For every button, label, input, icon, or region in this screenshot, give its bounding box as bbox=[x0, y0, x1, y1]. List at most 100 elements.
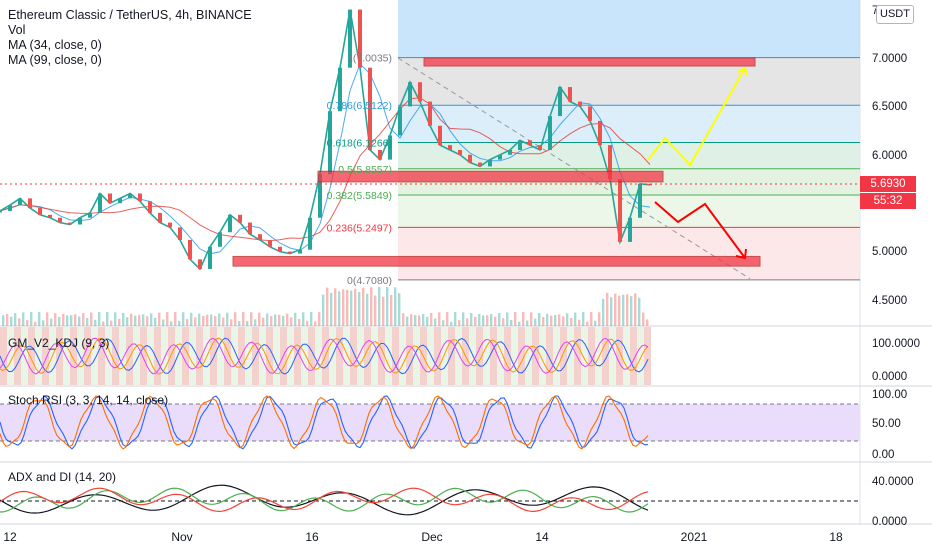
volume-bar bbox=[262, 317, 265, 326]
candle-body bbox=[348, 9, 352, 68]
kdj-band bbox=[434, 327, 441, 385]
volume-bar bbox=[554, 314, 557, 326]
adx-pane-label[interactable]: ADX and DI (14, 20) bbox=[8, 470, 117, 484]
ma34-label[interactable]: MA (34, close, 0) bbox=[8, 38, 102, 52]
ma99-label[interactable]: MA (99, close, 0) bbox=[8, 53, 102, 67]
symbol-title[interactable]: Ethereum Classic / TetherUS, 4h, BINANCE bbox=[8, 8, 252, 22]
volume-bar bbox=[622, 294, 625, 326]
volume-bar bbox=[598, 312, 601, 326]
fib-labels: 1(7.0035) 0.786(6.5122) 0.618(6.1266) 0.5(5… bbox=[327, 53, 392, 287]
candle-body bbox=[208, 246, 212, 270]
candle-body bbox=[198, 259, 202, 270]
currency-button[interactable]: USDT bbox=[876, 5, 914, 24]
candle-body bbox=[568, 87, 572, 102]
volume-bar bbox=[510, 319, 513, 326]
volume-bar bbox=[206, 314, 209, 326]
kdj-band bbox=[476, 327, 483, 385]
chart-legend: Ethereum Classic / TetherUS, 4h, BINANCE… bbox=[8, 8, 252, 68]
volume-bar bbox=[182, 312, 185, 326]
kdj-band bbox=[630, 327, 637, 385]
volume-bar bbox=[558, 314, 561, 326]
volume-bar bbox=[170, 321, 173, 326]
kdj-band bbox=[490, 327, 497, 385]
volume-bar bbox=[358, 292, 361, 326]
candle-body bbox=[518, 140, 522, 150]
kdj-band bbox=[560, 327, 567, 385]
candle-body bbox=[428, 101, 432, 126]
ma-line bbox=[0, 97, 651, 242]
volume-bar bbox=[390, 294, 393, 326]
candle-body bbox=[268, 239, 272, 247]
kdj-band bbox=[70, 327, 77, 385]
vol-label[interactable]: Vol bbox=[8, 23, 26, 37]
yellow-projection-arrow bbox=[647, 67, 746, 167]
price-tick-label: 5.0000 bbox=[872, 246, 907, 258]
volume-bar bbox=[410, 314, 413, 326]
volume-bar bbox=[270, 316, 273, 326]
candle-body bbox=[158, 212, 162, 223]
volume-bar bbox=[602, 298, 605, 326]
volume-bars bbox=[2, 287, 649, 326]
volume-bar bbox=[638, 297, 641, 326]
volume-bar bbox=[418, 315, 421, 326]
kdj-band bbox=[602, 327, 609, 385]
volume-bar bbox=[94, 319, 97, 326]
volume-bar bbox=[74, 314, 77, 326]
volume-bar bbox=[282, 315, 285, 326]
volume-bar bbox=[586, 321, 589, 326]
time-axis: 12 Nov 16 Dec 14 2021 18 bbox=[3, 530, 843, 544]
volume-bar bbox=[162, 319, 165, 326]
kdj-band bbox=[532, 327, 539, 385]
volume-bar bbox=[626, 294, 629, 326]
fib-band bbox=[398, 105, 860, 143]
stoch-line bbox=[0, 395, 649, 450]
volume-bar bbox=[34, 321, 37, 326]
fib-trend-line bbox=[397, 57, 751, 280]
volume-bar bbox=[30, 312, 33, 326]
candle-body bbox=[68, 222, 72, 225]
volume-bar bbox=[286, 313, 289, 326]
volume-bar bbox=[442, 320, 445, 326]
candle-body bbox=[108, 193, 112, 204]
volume-bar bbox=[466, 318, 469, 326]
candle-body bbox=[308, 217, 312, 250]
volume-bar bbox=[98, 312, 101, 326]
volume-bar bbox=[178, 320, 181, 326]
candle-body bbox=[28, 198, 32, 209]
volume-bar bbox=[274, 314, 277, 326]
volume-bar bbox=[110, 320, 113, 326]
volume-bar bbox=[86, 318, 89, 326]
candle-body bbox=[488, 159, 492, 167]
candle-body bbox=[588, 106, 592, 121]
candle-body bbox=[648, 183, 652, 186]
fib-level-label: 0.236(5.2497) bbox=[327, 222, 392, 234]
volume-bar bbox=[118, 318, 121, 326]
volume-bar bbox=[194, 317, 197, 326]
volume-bar bbox=[174, 312, 177, 326]
volume-bar bbox=[430, 312, 433, 326]
kdj-band bbox=[504, 327, 511, 385]
volume-bar bbox=[634, 293, 637, 326]
volume-bar bbox=[582, 312, 585, 326]
kdj-band bbox=[182, 327, 189, 385]
volume-bar bbox=[454, 312, 457, 326]
stoch-pane-label[interactable]: Stoch RSI (3, 3, 14, 14, close) bbox=[8, 393, 169, 407]
candle-body bbox=[538, 145, 542, 150]
adx-line bbox=[0, 484, 649, 516]
time-tick-label: Dec bbox=[421, 530, 442, 544]
volume-bar bbox=[202, 315, 205, 326]
volume-bar bbox=[606, 292, 609, 326]
volume-bar bbox=[386, 287, 389, 326]
volume-bar bbox=[234, 312, 237, 326]
kdj-band bbox=[448, 327, 455, 385]
pane-tick-label: 0.0000 bbox=[872, 371, 907, 383]
kdj-band bbox=[28, 327, 35, 385]
kdj-pane-label[interactable]: GM_V2_KDJ (9, 3) bbox=[8, 336, 110, 350]
volume-bar bbox=[518, 321, 521, 326]
volume-bar bbox=[230, 319, 233, 326]
volume-bar bbox=[434, 318, 437, 326]
volume-bar bbox=[190, 312, 193, 326]
kdj-band bbox=[0, 327, 7, 385]
kdj-band bbox=[350, 327, 357, 385]
